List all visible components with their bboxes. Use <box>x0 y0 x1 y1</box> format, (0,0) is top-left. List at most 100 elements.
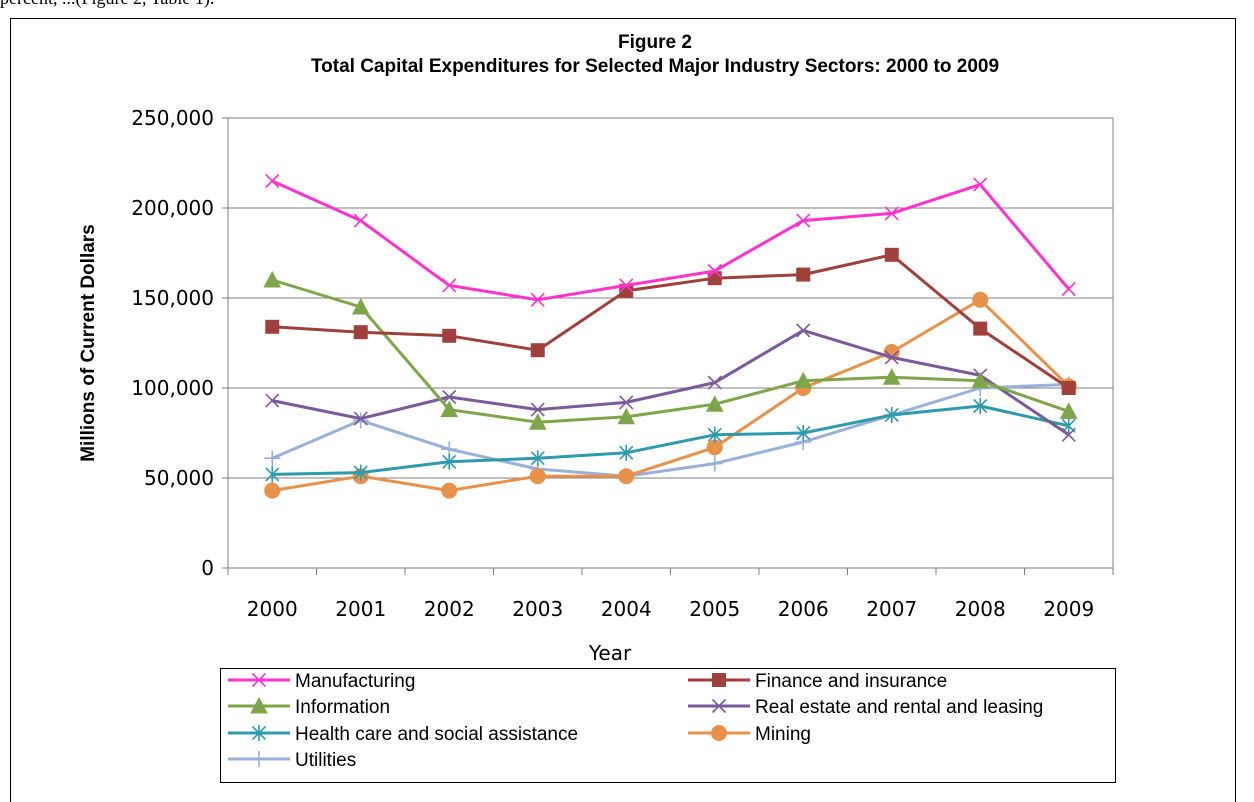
legend-label: Mining <box>755 724 811 745</box>
data-point <box>707 375 722 390</box>
plot-area <box>227 117 1114 569</box>
data-point <box>264 482 281 499</box>
legend-swatch-marker <box>712 673 726 687</box>
series-manufacturing <box>265 173 1076 307</box>
legend-box <box>220 668 1116 783</box>
x-tick-label: 2002 <box>424 597 475 621</box>
data-point <box>973 321 988 336</box>
data-point <box>264 450 281 467</box>
series-mining <box>264 291 1077 499</box>
legend-item: Manufacturing <box>228 671 415 692</box>
x-tick-label: 2006 <box>778 597 829 621</box>
data-point <box>442 453 457 470</box>
data-point <box>530 292 545 307</box>
series-information <box>263 270 1078 430</box>
data-point <box>353 325 368 340</box>
y-tick-label: 150,000 <box>131 286 214 310</box>
data-point <box>441 482 458 499</box>
data-point <box>617 407 636 425</box>
data-point <box>884 206 899 221</box>
legend-item: Finance and insurance <box>688 671 947 692</box>
series-line <box>271 382 1069 478</box>
data-point <box>442 278 457 293</box>
legend-swatch-marker <box>711 698 727 714</box>
legend: Manufacturing Finance and insurance Inform… <box>228 671 1043 771</box>
chart-title: Figure 2 <box>618 32 692 53</box>
data-point <box>882 368 901 385</box>
data-point <box>619 278 634 293</box>
y-axis-ticks: 0 50,000 100,000 150,000 200,000 250,000 <box>131 106 228 580</box>
data-point <box>265 466 280 483</box>
data-point <box>619 444 634 461</box>
series-line <box>272 298 1070 493</box>
x-axis-label: Year <box>588 641 632 665</box>
data-point <box>884 407 899 423</box>
data-point <box>1059 402 1078 419</box>
data-point <box>265 393 280 408</box>
data-point <box>530 450 545 467</box>
data-point <box>265 173 280 189</box>
y-tick-label: 200,000 <box>131 196 214 220</box>
data-point <box>706 455 723 472</box>
data-point <box>884 247 899 262</box>
chart-subtitle: Total Capital Expenditures for Selected … <box>311 56 999 77</box>
data-point <box>707 263 722 279</box>
data-point <box>1061 381 1076 395</box>
data-point <box>353 213 368 228</box>
data-point <box>442 389 457 405</box>
data-point <box>705 395 724 412</box>
data-point <box>530 402 545 417</box>
data-point <box>973 177 988 192</box>
legend-item: Real estate and rental and leasing <box>688 697 1043 718</box>
data-point <box>440 400 459 418</box>
x-tick-label: 2005 <box>689 597 740 621</box>
legend-label: Finance and insurance <box>755 671 947 692</box>
data-point <box>442 328 457 343</box>
data-point <box>263 270 282 288</box>
y-tick-label: 50,000 <box>144 466 214 490</box>
data-point <box>972 291 989 308</box>
series-health-care-and-social-assistance <box>265 398 1076 483</box>
data-point <box>353 411 368 426</box>
series-layer <box>263 173 1078 499</box>
series-line <box>271 328 1070 437</box>
legend-item: Mining <box>688 724 811 745</box>
legend-swatch-marker <box>251 725 267 741</box>
x-axis-ticks: 2000 2001 2002 2003 2004 2005 2006 2007 2008 2009 <box>227 568 1114 621</box>
legend-label: Information <box>295 697 390 718</box>
data-point <box>619 395 634 410</box>
legend-label: Manufacturing <box>295 671 415 692</box>
series-line <box>271 179 1070 302</box>
y-axis-label: Millions of Current Dollars <box>78 224 99 462</box>
legend-item: Health care and social assistance <box>228 724 578 745</box>
legend-item: Information <box>228 696 390 718</box>
series-line <box>272 253 1070 390</box>
legend-swatch-marker <box>711 725 727 741</box>
x-tick-label: 2007 <box>866 597 917 621</box>
data-point <box>530 343 545 358</box>
y-tick-label: 100,000 <box>131 376 214 400</box>
data-point <box>707 271 722 286</box>
data-point <box>796 267 811 282</box>
data-point <box>971 371 990 389</box>
data-point <box>796 323 811 338</box>
data-point <box>796 425 811 441</box>
y-tick-label: 250,000 <box>131 106 214 130</box>
legend-swatch-marker <box>251 751 267 767</box>
x-tick-label: 2003 <box>512 597 563 621</box>
data-point <box>353 464 368 481</box>
data-point <box>1061 427 1076 442</box>
series-line <box>271 278 1070 424</box>
data-point <box>351 297 370 315</box>
data-point <box>352 412 369 429</box>
x-tick-label: 2008 <box>955 597 1006 621</box>
legend-label: Health care and social assistance <box>295 724 578 745</box>
legend-label: Utilities <box>295 750 356 771</box>
series-line <box>272 404 1070 476</box>
data-point <box>796 213 811 228</box>
data-point <box>265 319 280 334</box>
x-tick-label: 2000 <box>247 597 298 621</box>
x-tick-label: 2009 <box>1043 597 1094 621</box>
data-point <box>794 371 813 389</box>
